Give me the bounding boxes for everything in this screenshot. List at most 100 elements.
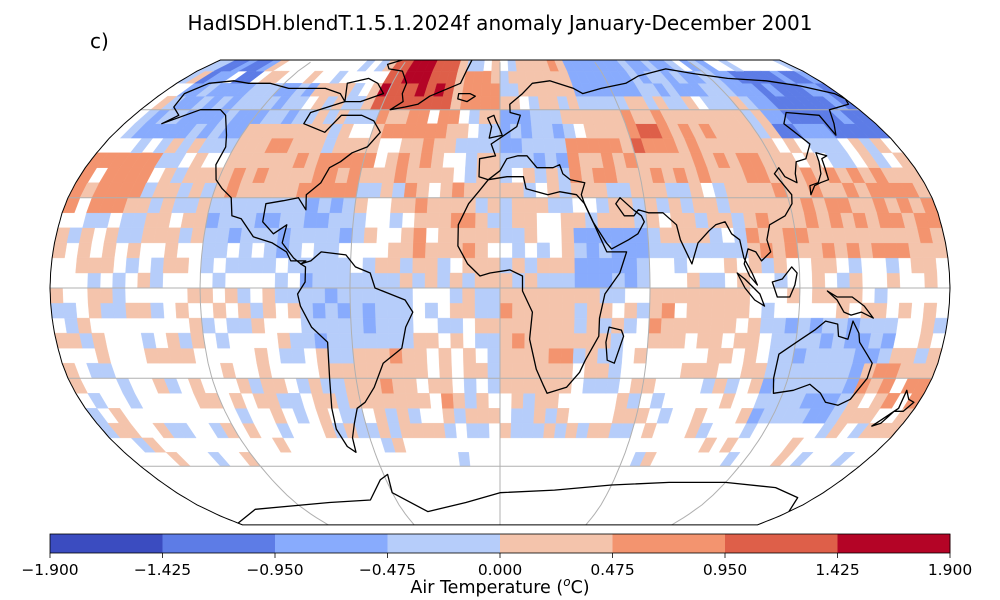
anomaly-cell — [922, 302, 938, 319]
anomaly-cell — [897, 302, 913, 319]
coastline-sumatra — [736, 272, 766, 307]
coastline-eurasia — [478, 68, 850, 286]
anomaly-cell — [499, 272, 513, 289]
colorbar-segment — [50, 534, 163, 553]
anomaly-cell — [466, 60, 477, 72]
anomaly-cell — [188, 317, 204, 334]
anomaly-cell — [250, 302, 264, 319]
anomaly-cell — [772, 242, 787, 259]
anomaly-cell — [510, 123, 522, 139]
anomaly-cell — [487, 332, 501, 349]
anomaly-cell — [489, 95, 501, 110]
graticule — [50, 61, 950, 525]
anomaly-cell — [487, 317, 501, 334]
anomaly-cell — [274, 287, 289, 304]
anomaly-cell — [187, 287, 201, 304]
colorbar-tick-label: 0.950 — [703, 561, 747, 579]
coastline-greenland — [386, 60, 473, 111]
anomaly-cell — [387, 257, 401, 274]
anomaly-cell — [499, 423, 512, 439]
anomaly-cell — [213, 60, 244, 72]
anomaly-cell — [407, 60, 423, 72]
anomaly-cell — [536, 348, 550, 364]
anomaly-cell — [487, 197, 501, 214]
anomaly-cell — [922, 257, 938, 274]
anomaly-cell — [624, 257, 638, 274]
anomaly-cell — [586, 302, 601, 319]
anomaly-cell — [362, 317, 377, 334]
anomaly-cell — [487, 348, 501, 364]
anomaly-cell — [786, 287, 801, 304]
anomaly-cell — [772, 317, 787, 334]
anomaly-cell — [439, 182, 454, 198]
anomaly-cell — [510, 137, 523, 154]
anomaly-cell — [407, 408, 422, 424]
anomaly-cell — [559, 197, 574, 214]
globe-outline — [49, 59, 951, 526]
anomaly-cell — [462, 212, 476, 229]
anomaly-cell — [463, 378, 477, 394]
anomaly-cell — [464, 393, 478, 409]
anomaly-cell — [605, 378, 621, 394]
anomaly-cell — [376, 332, 390, 349]
coastline-africa — [457, 176, 628, 394]
anomaly-cell — [338, 332, 353, 349]
anomaly-cell — [649, 287, 663, 304]
anomaly-cell — [809, 317, 824, 334]
anomaly-cell — [488, 152, 501, 168]
anomaly-cell — [733, 332, 748, 349]
anomaly-cell — [810, 257, 825, 274]
anomaly-cell — [600, 60, 619, 72]
anomaly-cell — [421, 137, 436, 154]
anomaly-cell — [393, 393, 409, 409]
anomaly-cell — [137, 302, 152, 319]
anomaly-cell — [472, 70, 484, 84]
anomaly-cell — [463, 363, 477, 379]
anomaly-cell — [337, 317, 352, 334]
anomaly-cell — [730, 212, 746, 229]
anomaly-cell — [352, 348, 367, 364]
anomaly-cell — [690, 408, 708, 424]
anomaly-cell — [443, 137, 457, 154]
anomaly-cell — [450, 227, 464, 244]
coastline-iceland — [457, 92, 476, 103]
anomaly-cell — [449, 302, 463, 319]
anomaly-cell — [549, 272, 563, 289]
anomaly-cell — [337, 287, 351, 304]
anomaly-cell — [694, 212, 709, 229]
anomaly-cell — [673, 317, 687, 334]
anomaly-cell — [424, 257, 439, 274]
anomaly-cell — [450, 332, 464, 349]
anomaly-cell — [440, 167, 455, 183]
anomaly-cell — [537, 287, 551, 304]
anomaly-cell — [594, 378, 609, 394]
anomaly-cell — [393, 167, 409, 183]
anomaly-cell — [126, 242, 142, 259]
anomaly-cell — [572, 212, 587, 229]
anomaly-cell — [329, 363, 345, 379]
anomaly-cell — [462, 242, 476, 259]
anomaly-cell — [291, 348, 306, 364]
anomaly-cell — [465, 152, 478, 168]
anomaly-cell — [511, 393, 524, 409]
anomaly-cell — [811, 287, 826, 304]
anomaly-cell — [562, 272, 576, 289]
anomaly-cell — [474, 317, 488, 334]
anomaly-cell — [328, 70, 349, 84]
anomaly-cell — [427, 378, 442, 394]
anomaly-cell — [487, 212, 501, 229]
anomaly-cell — [711, 272, 726, 289]
anomaly-cell — [499, 302, 513, 319]
anomaly-cell — [430, 152, 445, 168]
anomaly-cell — [324, 272, 338, 289]
anomaly-cell — [362, 302, 376, 319]
anomaly-cell — [301, 227, 317, 244]
anomaly-cell — [87, 393, 109, 409]
anomaly-cell — [458, 452, 471, 467]
anomaly-cell — [263, 60, 291, 72]
anomaly-cell — [512, 317, 526, 334]
anomaly-cell — [522, 152, 535, 168]
anomaly-cell — [478, 109, 491, 124]
anomaly-cell — [583, 363, 598, 379]
anomaly-cell — [337, 272, 351, 289]
